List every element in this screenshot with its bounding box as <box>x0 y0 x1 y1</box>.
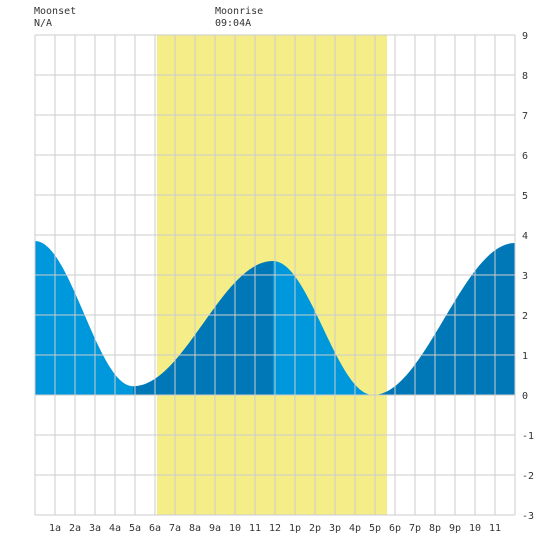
x-tick-label: 1p <box>289 523 301 534</box>
tide-area-layer <box>35 241 515 395</box>
y-tick-label: 9 <box>522 31 528 42</box>
x-tick-label: 6a <box>149 523 161 534</box>
moonrise-label: Moonrise <box>215 6 264 17</box>
x-tick-label: 8p <box>429 523 441 534</box>
x-tick-label: 7a <box>169 523 181 534</box>
x-tick-label: 11 <box>489 523 501 534</box>
grid-layer <box>34 34 516 516</box>
y-tick-label: 3 <box>522 271 528 282</box>
moonset-block: Moonset N/A <box>34 6 76 30</box>
moonset-time: N/A <box>34 18 53 29</box>
y-tick-label: -2 <box>522 471 534 482</box>
x-tick-label: 4a <box>109 523 121 534</box>
y-tick-label: -3 <box>522 511 534 522</box>
y-tick-label: 6 <box>522 151 528 162</box>
x-tick-label: 8a <box>189 523 201 534</box>
x-tick-label: 6p <box>389 523 401 534</box>
x-tick-label: 4p <box>349 523 361 534</box>
x-tick-label: 3a <box>89 523 101 534</box>
x-tick-label: 5p <box>369 523 381 534</box>
y-tick-label: 2 <box>522 311 528 322</box>
y-tick-label: 1 <box>522 351 528 362</box>
x-tick-label: 9a <box>209 523 221 534</box>
y-tick-label: 7 <box>522 111 528 122</box>
x-tick-label: 5a <box>129 523 141 534</box>
rising-tide-area <box>373 243 515 395</box>
moonset-label: Moonset <box>34 6 77 17</box>
falling-tide-area <box>273 261 373 395</box>
y-tick-label: 8 <box>522 71 528 82</box>
x-tick-label: 3p <box>329 523 341 534</box>
y-tick-label: -1 <box>522 431 534 442</box>
x-tick-label: 11 <box>249 523 261 534</box>
x-tick-label: 2a <box>69 523 81 534</box>
falling-tide-area <box>35 241 133 395</box>
y-tick-label: 4 <box>522 231 528 242</box>
y-tick-label: 0 <box>522 391 528 402</box>
x-tick-label: 1a <box>49 523 61 534</box>
x-tick-label: 2p <box>309 523 321 534</box>
moonrise-time: 09:04A <box>215 18 252 29</box>
x-tick-label: 7p <box>409 523 421 534</box>
x-tick-label: 10 <box>469 523 481 534</box>
x-tick-label: 9p <box>449 523 461 534</box>
x-tick-label: 12 <box>269 523 281 534</box>
rising-tide-area <box>133 261 273 395</box>
moonrise-block: Moonrise 09:04A <box>215 6 263 30</box>
y-tick-label: 5 <box>522 191 528 202</box>
x-tick-label: 10 <box>229 523 241 534</box>
